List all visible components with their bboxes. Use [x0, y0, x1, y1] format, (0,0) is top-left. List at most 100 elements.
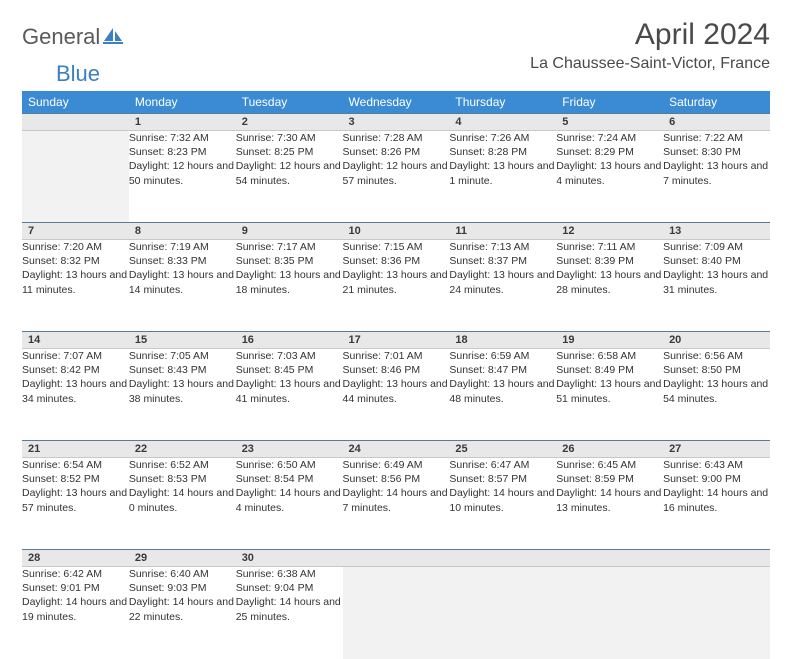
day-number: [556, 550, 663, 567]
sunset-text: Sunset: 8:57 PM: [449, 472, 556, 486]
daylight-text: Daylight: 13 hours and 4 minutes.: [556, 159, 663, 187]
day-number: 3: [343, 114, 450, 131]
daylight-text: Daylight: 13 hours and 54 minutes.: [663, 377, 770, 405]
empty-day-cell: [556, 567, 663, 659]
sunrise-text: Sunrise: 6:54 AM: [22, 458, 129, 472]
day-number: 24: [343, 441, 450, 458]
day-number: 27: [663, 441, 770, 458]
day-number-row: 123456: [22, 114, 770, 131]
sunset-text: Sunset: 8:35 PM: [236, 254, 343, 268]
sunset-text: Sunset: 8:26 PM: [343, 145, 450, 159]
empty-day-cell: [449, 567, 556, 659]
sunset-text: Sunset: 8:37 PM: [449, 254, 556, 268]
sunrise-text: Sunrise: 7:20 AM: [22, 240, 129, 254]
sunset-text: Sunset: 8:46 PM: [343, 363, 450, 377]
day-cell: Sunrise: 7:32 AMSunset: 8:23 PMDaylight:…: [129, 131, 236, 223]
day-number: 14: [22, 332, 129, 349]
sunset-text: Sunset: 9:00 PM: [663, 472, 770, 486]
daylight-text: Daylight: 13 hours and 44 minutes.: [343, 377, 450, 405]
daylight-text: Daylight: 13 hours and 28 minutes.: [556, 268, 663, 296]
day-content-row: Sunrise: 7:07 AMSunset: 8:42 PMDaylight:…: [22, 349, 770, 441]
month-title: April 2024: [530, 18, 770, 52]
day-cell: Sunrise: 6:47 AMSunset: 8:57 PMDaylight:…: [449, 458, 556, 550]
day-number: 21: [22, 441, 129, 458]
sunset-text: Sunset: 8:23 PM: [129, 145, 236, 159]
day-number: 7: [22, 223, 129, 240]
day-cell: Sunrise: 7:07 AMSunset: 8:42 PMDaylight:…: [22, 349, 129, 441]
day-number: 12: [556, 223, 663, 240]
day-cell: Sunrise: 7:26 AMSunset: 8:28 PMDaylight:…: [449, 131, 556, 223]
day-cell: Sunrise: 6:40 AMSunset: 9:03 PMDaylight:…: [129, 567, 236, 659]
day-number: 17: [343, 332, 450, 349]
sunset-text: Sunset: 9:04 PM: [236, 581, 343, 595]
sunrise-text: Sunrise: 6:40 AM: [129, 567, 236, 581]
day-number: 15: [129, 332, 236, 349]
daylight-text: Daylight: 13 hours and 21 minutes.: [343, 268, 450, 296]
daylight-text: Daylight: 14 hours and 25 minutes.: [236, 595, 343, 623]
weekday-header: Tuesday: [236, 91, 343, 114]
day-cell: Sunrise: 7:22 AMSunset: 8:30 PMDaylight:…: [663, 131, 770, 223]
day-cell: Sunrise: 6:45 AMSunset: 8:59 PMDaylight:…: [556, 458, 663, 550]
sunset-text: Sunset: 8:28 PM: [449, 145, 556, 159]
day-number: [449, 550, 556, 567]
day-cell: Sunrise: 6:52 AMSunset: 8:53 PMDaylight:…: [129, 458, 236, 550]
daylight-text: Daylight: 14 hours and 7 minutes.: [343, 486, 450, 514]
daylight-text: Daylight: 13 hours and 57 minutes.: [22, 486, 129, 514]
day-cell: Sunrise: 7:03 AMSunset: 8:45 PMDaylight:…: [236, 349, 343, 441]
day-number: 22: [129, 441, 236, 458]
daylight-text: Daylight: 13 hours and 38 minutes.: [129, 377, 236, 405]
day-number: 30: [236, 550, 343, 567]
day-number: [343, 550, 450, 567]
day-number: 16: [236, 332, 343, 349]
day-number: 8: [129, 223, 236, 240]
sunrise-text: Sunrise: 6:56 AM: [663, 349, 770, 363]
sunset-text: Sunset: 9:01 PM: [22, 581, 129, 595]
sunrise-text: Sunrise: 6:52 AM: [129, 458, 236, 472]
day-cell: Sunrise: 6:43 AMSunset: 9:00 PMDaylight:…: [663, 458, 770, 550]
weekday-header: Friday: [556, 91, 663, 114]
sunrise-text: Sunrise: 7:17 AM: [236, 240, 343, 254]
logo-text-general: General: [22, 24, 100, 50]
daylight-text: Daylight: 14 hours and 4 minutes.: [236, 486, 343, 514]
day-number: 1: [129, 114, 236, 131]
sunrise-text: Sunrise: 6:43 AM: [663, 458, 770, 472]
sunrise-text: Sunrise: 7:32 AM: [129, 131, 236, 145]
day-cell: Sunrise: 7:30 AMSunset: 8:25 PMDaylight:…: [236, 131, 343, 223]
day-cell: Sunrise: 6:38 AMSunset: 9:04 PMDaylight:…: [236, 567, 343, 659]
daylight-text: Daylight: 13 hours and 18 minutes.: [236, 268, 343, 296]
sunset-text: Sunset: 8:36 PM: [343, 254, 450, 268]
daylight-text: Daylight: 13 hours and 11 minutes.: [22, 268, 129, 296]
day-cell: Sunrise: 7:15 AMSunset: 8:36 PMDaylight:…: [343, 240, 450, 332]
daylight-text: Daylight: 12 hours and 50 minutes.: [129, 159, 236, 187]
sunset-text: Sunset: 9:03 PM: [129, 581, 236, 595]
sunrise-text: Sunrise: 7:11 AM: [556, 240, 663, 254]
sunrise-text: Sunrise: 6:58 AM: [556, 349, 663, 363]
weekday-header: Wednesday: [343, 91, 450, 114]
sunrise-text: Sunrise: 7:03 AM: [236, 349, 343, 363]
daylight-text: Daylight: 13 hours and 51 minutes.: [556, 377, 663, 405]
day-number: 5: [556, 114, 663, 131]
sunrise-text: Sunrise: 7:28 AM: [343, 131, 450, 145]
day-number-row: 282930: [22, 550, 770, 567]
day-content-row: Sunrise: 6:42 AMSunset: 9:01 PMDaylight:…: [22, 567, 770, 659]
daylight-text: Daylight: 14 hours and 22 minutes.: [129, 595, 236, 623]
daylight-text: Daylight: 14 hours and 10 minutes.: [449, 486, 556, 514]
sunset-text: Sunset: 8:45 PM: [236, 363, 343, 377]
sunrise-text: Sunrise: 7:26 AM: [449, 131, 556, 145]
empty-day-cell: [343, 567, 450, 659]
daylight-text: Daylight: 14 hours and 19 minutes.: [22, 595, 129, 623]
day-number: 25: [449, 441, 556, 458]
day-number: 10: [343, 223, 450, 240]
sunset-text: Sunset: 8:49 PM: [556, 363, 663, 377]
day-cell: Sunrise: 6:54 AMSunset: 8:52 PMDaylight:…: [22, 458, 129, 550]
sunset-text: Sunset: 8:47 PM: [449, 363, 556, 377]
sunrise-text: Sunrise: 6:38 AM: [236, 567, 343, 581]
sunrise-text: Sunrise: 7:19 AM: [129, 240, 236, 254]
day-cell: Sunrise: 7:01 AMSunset: 8:46 PMDaylight:…: [343, 349, 450, 441]
daylight-text: Daylight: 12 hours and 57 minutes.: [343, 159, 450, 187]
sunrise-text: Sunrise: 7:05 AM: [129, 349, 236, 363]
day-cell: Sunrise: 6:42 AMSunset: 9:01 PMDaylight:…: [22, 567, 129, 659]
day-cell: Sunrise: 6:56 AMSunset: 8:50 PMDaylight:…: [663, 349, 770, 441]
sunrise-text: Sunrise: 7:01 AM: [343, 349, 450, 363]
daylight-text: Daylight: 13 hours and 7 minutes.: [663, 159, 770, 187]
